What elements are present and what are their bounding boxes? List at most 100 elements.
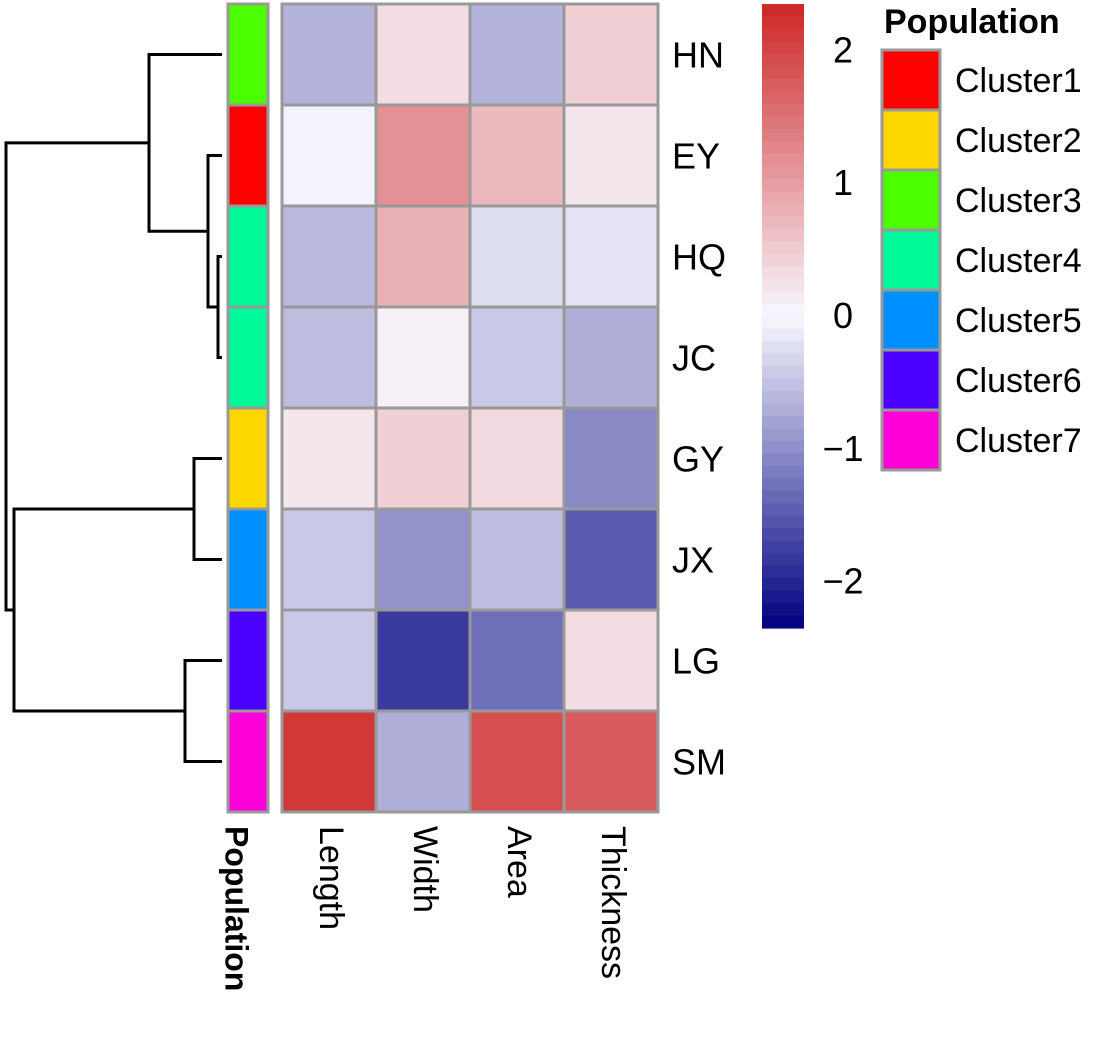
color-scale-step <box>762 578 804 592</box>
annotation-cell-jc <box>226 305 270 410</box>
heatmap-cell-ey-width <box>374 103 472 208</box>
legend-label-cluster3: Cluster3 <box>955 182 1082 220</box>
column-label-thickness: Thickness <box>594 826 632 979</box>
color-scale-step <box>762 553 804 567</box>
dendrogram-branch-3 <box>147 53 222 233</box>
color-scale-tick-label: −1 <box>822 428 863 469</box>
legend-label-cluster1: Cluster1 <box>955 62 1082 100</box>
heatmap-cell-lg-width <box>374 608 472 713</box>
dendrogram-branch-5 <box>183 659 222 763</box>
color-scale-step <box>762 66 804 80</box>
color-scale-step <box>762 478 804 492</box>
heatmap-cell-sm-length <box>280 709 378 814</box>
color-scale-step <box>762 390 804 404</box>
row-label-jx: JX <box>672 540 714 581</box>
heatmap-cell-gy-width <box>374 406 472 511</box>
color-scale-bar: 2 1 0 −1 −2 <box>762 4 864 629</box>
heatmap-cell-lg-area <box>468 608 566 713</box>
color-scale-step <box>762 41 804 55</box>
heatmap-cell-gy-thickness <box>562 406 660 511</box>
color-scale-step <box>762 465 804 479</box>
color-scale-step <box>762 103 804 117</box>
heatmap-cell-hq-thickness <box>562 204 660 309</box>
color-scale-tick-label: 0 <box>833 295 853 336</box>
heatmap-cell-jc-width <box>374 305 472 410</box>
annotation-cell-sm <box>226 709 270 814</box>
color-scale-step <box>762 403 804 417</box>
color-scale-step <box>762 116 804 130</box>
legend-label-cluster5: Cluster5 <box>955 302 1082 340</box>
heatmap-cell-hn-area <box>468 2 566 107</box>
legend-swatch-cluster5 <box>880 288 942 352</box>
heatmap-cell-lg-thickness <box>562 608 660 713</box>
color-scale-step <box>762 503 804 517</box>
heatmap-cell-gy-length <box>280 406 378 511</box>
heatmap-cell-sm-area <box>468 709 566 814</box>
heatmap-cell-lg-length <box>280 608 378 713</box>
heatmap-cell-jx-thickness <box>562 507 660 612</box>
heatmap-cell-jc-area <box>468 305 566 410</box>
color-scale-step <box>762 303 804 317</box>
color-scale-step <box>762 28 804 43</box>
color-scale-step <box>762 328 804 342</box>
color-scale-step <box>762 253 804 267</box>
legend-swatch-cluster1 <box>880 48 942 112</box>
color-scale-step <box>762 415 804 429</box>
color-scale-step <box>762 365 804 379</box>
color-scale-step <box>762 428 804 442</box>
heatmap-cell-hq-width <box>374 204 472 309</box>
row-label-hn: HN <box>672 35 724 76</box>
row-label-hq: HQ <box>672 237 726 278</box>
color-scale-step <box>762 53 804 67</box>
row-dendrogram <box>4 53 222 763</box>
color-scale-step <box>762 203 804 217</box>
color-scale-step <box>762 528 804 542</box>
heatmap-cell-jx-width <box>374 507 472 612</box>
population-annotation-bar <box>226 2 270 814</box>
color-scale-step <box>762 191 804 205</box>
annotation-cell-gy <box>226 406 270 511</box>
color-scale-step <box>762 78 804 92</box>
annotation-cell-lg <box>226 608 270 713</box>
heatmap-cell-gy-area <box>468 406 566 511</box>
heatmap-cell-hq-length <box>280 204 378 309</box>
color-scale-step <box>762 515 804 529</box>
annotation-cell-hn <box>226 2 270 107</box>
column-labels: Length Width Area Thickness <box>312 826 632 979</box>
color-scale-step <box>762 228 804 242</box>
dendrogram-branch-7 <box>4 141 149 612</box>
column-label-length: Length <box>312 826 350 930</box>
heatmap-cells <box>280 2 660 814</box>
column-label-area: Area <box>500 826 538 898</box>
color-scale-step <box>762 540 804 554</box>
color-scale-step <box>762 91 804 105</box>
color-scale-step <box>762 278 804 292</box>
color-scale-step <box>762 4 804 18</box>
color-scale-step <box>762 166 804 180</box>
row-label-lg: LG <box>672 641 720 682</box>
annotation-cell-ey <box>226 103 270 208</box>
dendrogram-branch-4 <box>192 457 222 561</box>
population-legend: Population Cluster1 Cluster2 Cluster3 Clust… <box>880 3 1082 472</box>
heatmap-cell-hn-thickness <box>562 2 660 107</box>
row-label-sm: SM <box>672 742 726 783</box>
color-scale-tick-label: −2 <box>822 561 863 602</box>
color-scale-step <box>762 353 804 367</box>
color-scale-step <box>762 603 804 617</box>
color-scale-step <box>762 340 804 355</box>
heatmap-cell-hq-area <box>468 204 566 309</box>
heatmap-cell-jc-length <box>280 305 378 410</box>
heatmap-cell-sm-thickness <box>562 709 660 814</box>
row-label-ey: EY <box>672 136 720 177</box>
annotation-axis-label: Population <box>219 826 255 991</box>
legend-title: Population <box>884 3 1060 41</box>
heatmap-cell-ey-thickness <box>562 103 660 208</box>
color-scale-step <box>762 178 804 192</box>
color-scale-tick-label: 2 <box>833 29 853 70</box>
heatmap-cell-jx-area <box>468 507 566 612</box>
color-scale-step <box>762 490 804 504</box>
row-label-gy: GY <box>672 439 724 480</box>
color-scale-step <box>762 141 804 155</box>
color-scale-step <box>762 590 804 604</box>
color-scale-step <box>762 241 804 255</box>
